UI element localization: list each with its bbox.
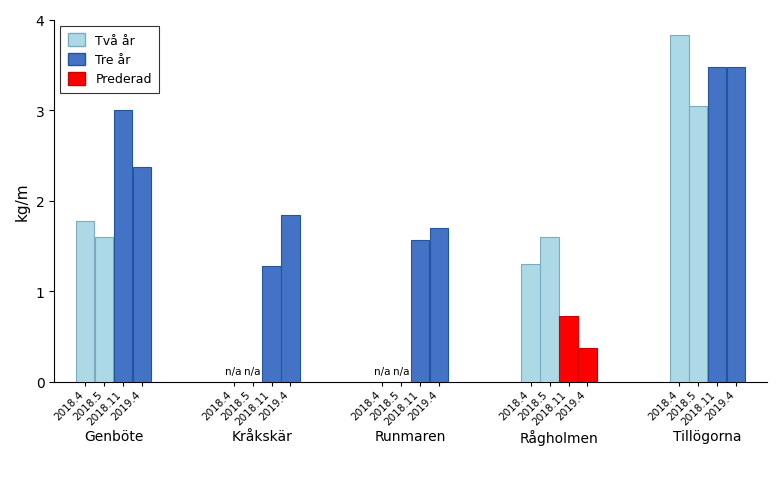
Bar: [429, 228, 448, 382]
Bar: [113, 111, 132, 382]
Bar: [133, 168, 151, 382]
Bar: [282, 216, 300, 382]
Bar: [540, 237, 559, 382]
Text: n/a: n/a: [225, 366, 242, 376]
Bar: [689, 106, 708, 382]
Legend: Två år, Tre år, Prederad: Två år, Tre år, Prederad: [60, 27, 160, 94]
Text: n/a: n/a: [244, 366, 261, 376]
Bar: [522, 264, 540, 382]
Text: n/a: n/a: [393, 366, 409, 376]
Bar: [726, 68, 745, 382]
Bar: [578, 348, 597, 382]
Bar: [559, 317, 578, 382]
Text: n/a: n/a: [374, 366, 390, 376]
Bar: [76, 222, 95, 382]
Bar: [670, 36, 688, 382]
Bar: [95, 237, 113, 382]
Y-axis label: kg/m: kg/m: [15, 182, 30, 220]
Text: Kråkskär: Kråkskär: [231, 429, 292, 443]
Text: Genböte: Genböte: [84, 429, 143, 443]
Bar: [262, 266, 281, 382]
Text: Runmaren: Runmaren: [375, 429, 447, 443]
Text: Tillögorna: Tillögorna: [673, 429, 742, 443]
Bar: [708, 68, 726, 382]
Bar: [411, 240, 429, 382]
Text: Rågholmen: Rågholmen: [520, 429, 598, 445]
